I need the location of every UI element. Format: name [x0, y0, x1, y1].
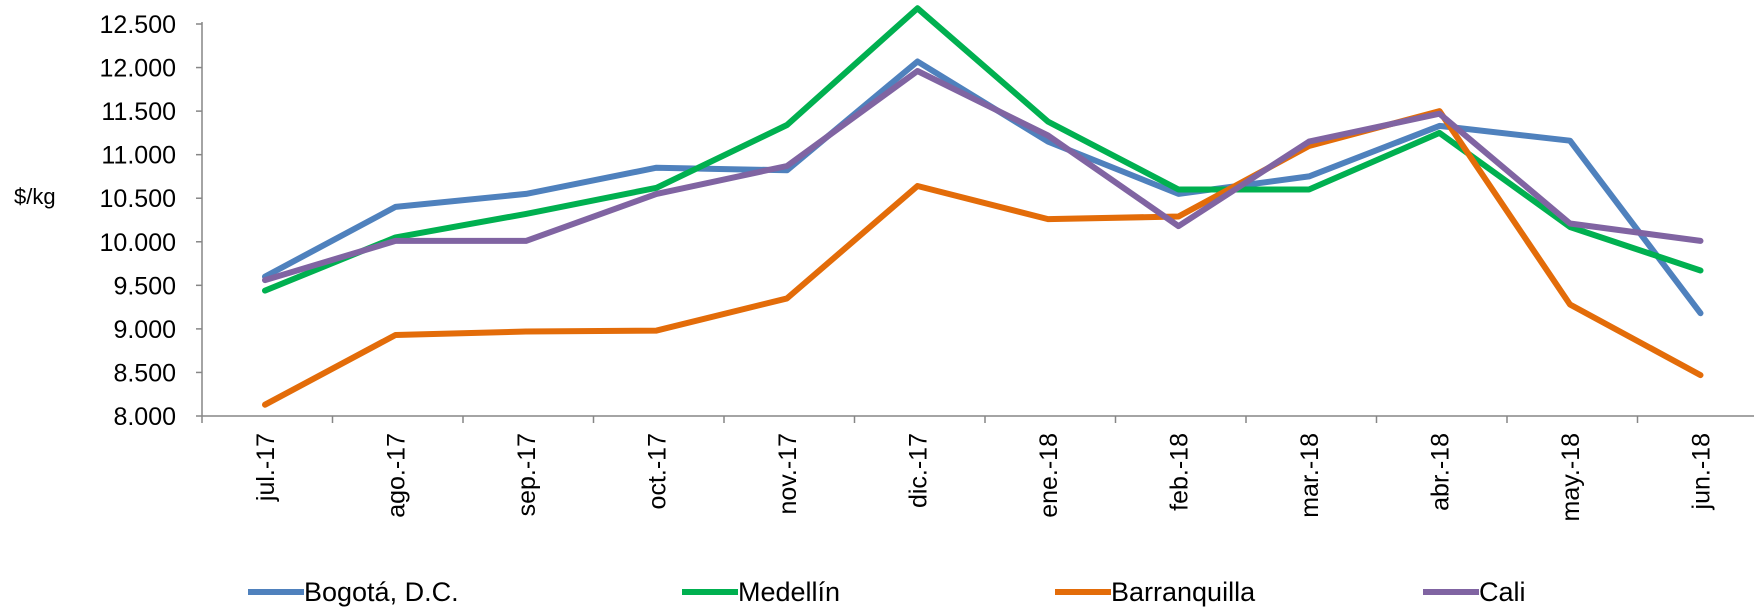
- y-tick-label: 9.000: [113, 316, 176, 344]
- x-tick-label: mar.-18: [1296, 433, 1324, 518]
- y-tick-label: 11.000: [101, 142, 176, 170]
- series-lines: [262, 5, 1704, 408]
- x-tick-label: may.-18: [1557, 433, 1585, 521]
- y-tick-label: 11.500: [101, 98, 176, 126]
- y-tick-label: 8.000: [113, 403, 176, 431]
- legend-label: Medellín: [738, 577, 840, 607]
- y-tick-label: 9.500: [113, 272, 176, 300]
- series-line-barranquilla: [262, 108, 1704, 408]
- legend-item-bogota-d-c: Bogotá, D.C.: [248, 577, 459, 607]
- x-tick-label: oct.-17: [644, 433, 672, 509]
- legend-item-cali: Cali: [1423, 577, 1526, 607]
- y-tick-label: 12.500: [100, 11, 176, 39]
- y-axis-label: $/kg: [14, 184, 56, 209]
- y-tick-label: 12.000: [100, 55, 176, 83]
- axes: 8.000 8.500 9.000 9.500 10.000 10.500 11.000 11…: [14, 11, 1754, 521]
- x-tick-label: ene.-18: [1035, 433, 1063, 518]
- y-tick-label: 10.000: [100, 229, 176, 257]
- y-tick-label: 8.500: [113, 359, 176, 387]
- series-line-bogota-d-c: [262, 58, 1704, 317]
- x-tick-label: ago.-17: [383, 433, 411, 518]
- x-tick-label: abr.-18: [1427, 433, 1455, 511]
- legend-label: Bogotá, D.C.: [304, 577, 459, 607]
- x-tick-label: jul.-17: [252, 433, 280, 502]
- legend: Bogotá, D.C. Medellín Barranquilla Cali: [248, 577, 1526, 607]
- x-tick-label: feb.-18: [1166, 433, 1194, 511]
- series-line-cali: [262, 68, 1704, 284]
- x-tick-label: jun.-18: [1688, 433, 1716, 510]
- y-tick-label: 10.500: [100, 185, 176, 213]
- x-tick-label: nov.-17: [774, 433, 802, 515]
- legend-item-barranquilla: Barranquilla: [1055, 577, 1256, 607]
- legend-label: Barranquilla: [1111, 577, 1256, 607]
- x-tick-label: dic.-17: [905, 433, 933, 508]
- x-tick-label: sep.-17: [513, 433, 541, 516]
- legend-label: Cali: [1479, 577, 1526, 607]
- legend-item-medellin: Medellín: [682, 577, 840, 607]
